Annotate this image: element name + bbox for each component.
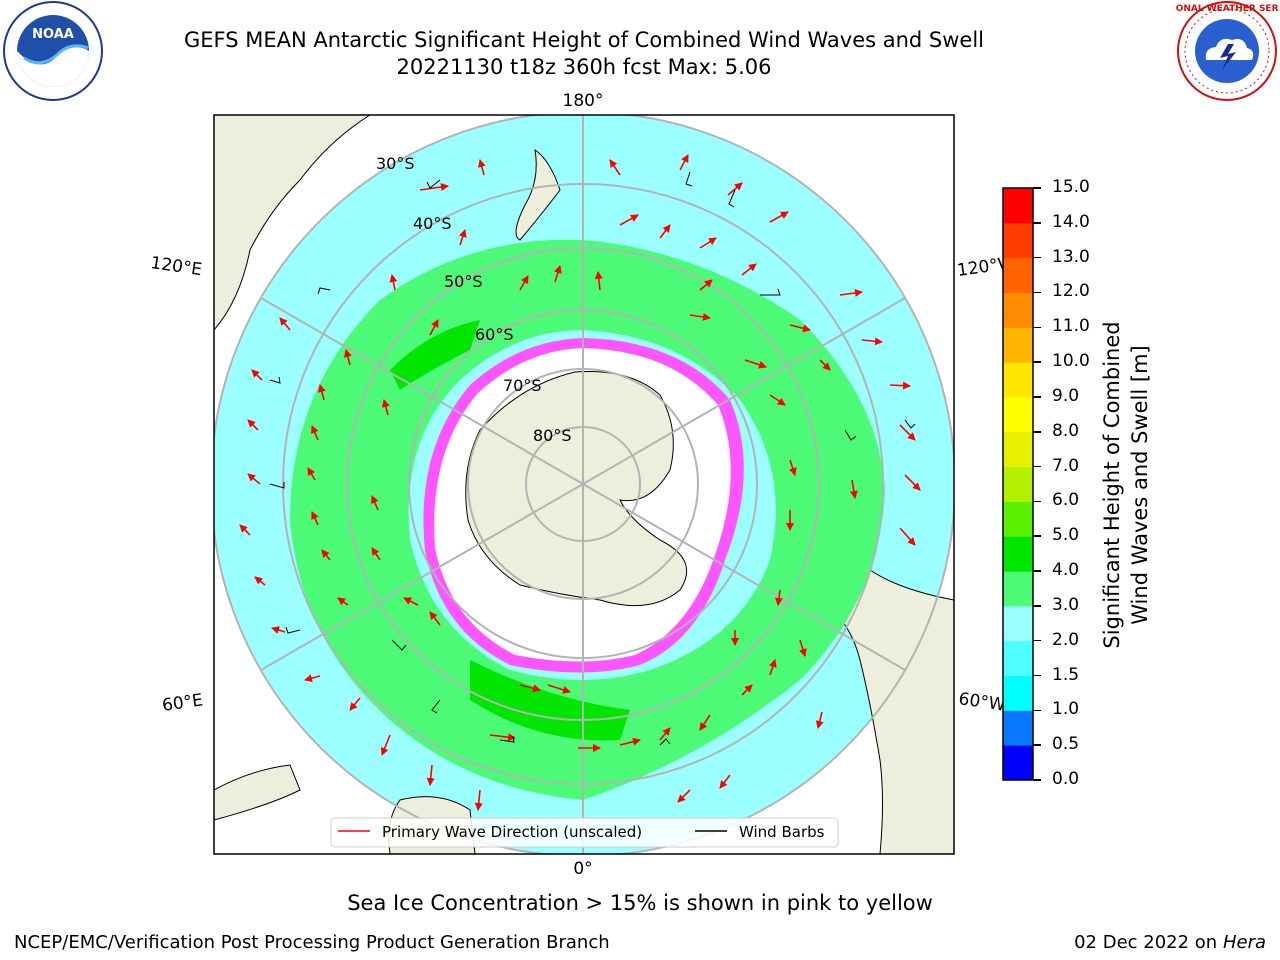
colorbar-tick-label: 2.0 xyxy=(1052,629,1080,650)
colorbar-tick-label: 6.0 xyxy=(1052,490,1080,511)
colorbar-segment xyxy=(1003,675,1033,711)
colorbar-tick-mark xyxy=(1033,326,1041,329)
colorbar-segment xyxy=(1003,222,1033,259)
colorbar-segment xyxy=(1003,640,1033,677)
colorbar-tick-label: 11.0 xyxy=(1052,316,1090,337)
lat-label-40s: 40°S xyxy=(413,214,452,233)
nws-logo: NATIONAL WEATHER SERVICE xyxy=(1152,0,1280,102)
colorbar-tick-mark xyxy=(1033,256,1041,259)
colorbar-segment xyxy=(1003,292,1033,328)
colorbar-tick-label: 5.0 xyxy=(1052,525,1080,546)
colorbar-tick-mark xyxy=(1033,396,1041,398)
colorbar-tick-mark xyxy=(1033,500,1041,503)
lat-label-30s: 30°S xyxy=(376,154,415,173)
footer-date: 02 Dec 2022 on Hera xyxy=(1074,932,1266,953)
lat-label-50s: 50°S xyxy=(444,272,483,291)
footer-branch: NCEP/EMC/Verification Post Processing Pr… xyxy=(14,932,610,953)
colorbar-tick-label: 7.0 xyxy=(1052,455,1080,476)
colorbar-tick-label: 13.0 xyxy=(1052,246,1090,267)
colorbar-tick-mark xyxy=(1033,709,1041,712)
wave-belt-4-5m-west xyxy=(390,320,480,390)
colorbar-segment xyxy=(1003,188,1033,224)
colorbar-tick-mark xyxy=(1033,779,1041,781)
map-legend: Primary Wave Direction (unscaled) Wind B… xyxy=(330,817,839,848)
colorbar-segment xyxy=(1003,257,1033,293)
colorbar-segment xyxy=(1003,710,1033,746)
legend-barb-label: Wind Barbs xyxy=(739,823,825,841)
colorbar-label-line1: Significant Height of Combined xyxy=(1100,321,1124,649)
graticule xyxy=(214,115,954,854)
chart-subtitle: 20221130 t18z 360h fcst Max: 5.06 xyxy=(396,55,772,79)
colorbar-tick-mark xyxy=(1033,605,1041,607)
colorbar-border xyxy=(1002,187,1034,781)
colorbar-segment xyxy=(1003,501,1033,537)
colorbar-tick-label: 10.0 xyxy=(1052,351,1090,372)
colorbar-tick-mark xyxy=(1033,674,1041,677)
colorbar-segment xyxy=(1003,431,1033,468)
colorbar xyxy=(1002,187,1034,781)
chart-title: GEFS MEAN Antarctic Significant Height o… xyxy=(183,28,985,52)
colorbar-segment xyxy=(1003,571,1033,607)
colorbar-tick-mark xyxy=(1033,361,1041,363)
colorbar-segment xyxy=(1003,362,1033,398)
legend-wave-label: Primary Wave Direction (unscaled) xyxy=(382,823,642,841)
wave-belt-3-4m xyxy=(290,239,885,801)
noaa-logo-text: NOAA xyxy=(32,27,74,42)
colorbar-tick-label: 15.0 xyxy=(1052,177,1090,197)
colorbar-tick-mark xyxy=(1033,639,1041,642)
colorbar-label-line2: Wind Waves and Swell [m] xyxy=(1128,345,1152,625)
sea-ice-caption: Sea Ice Concentration > 15% is shown in … xyxy=(347,891,933,915)
nws-logo-text: NATIONAL WEATHER SERVICE xyxy=(1176,4,1278,14)
colorbar-segment xyxy=(1003,605,1033,642)
colorbar-tick-mark xyxy=(1033,744,1041,746)
colorbar-tick-label: 9.0 xyxy=(1052,385,1080,406)
meridian-label-120e: 120°E xyxy=(149,253,203,280)
wind-barbs xyxy=(269,171,916,746)
lat-label-70s: 70°S xyxy=(503,376,542,395)
colorbar-tick-label: 3.0 xyxy=(1052,594,1080,615)
colorbar-tick-mark xyxy=(1033,431,1041,433)
australia-landmass xyxy=(214,115,371,331)
meridian-label-0: 0° xyxy=(573,859,592,879)
colorbar-tick-label: 1.0 xyxy=(1052,699,1080,720)
colorbar-tick-label: 1.5 xyxy=(1052,664,1080,685)
lat-label-80s: 80°S xyxy=(533,426,572,445)
colorbar-segment xyxy=(1003,466,1033,502)
colorbar-segment xyxy=(1003,536,1033,572)
colorbar-tick-mark xyxy=(1033,465,1041,468)
footer-host: Hera xyxy=(1222,932,1266,953)
meridian-label-180: 180° xyxy=(563,91,604,111)
colorbar-tick-mark xyxy=(1033,570,1041,572)
new-zealand-landmass xyxy=(515,148,561,241)
colorbar-tick-label: 12.0 xyxy=(1052,281,1090,302)
colorbar-segments xyxy=(1003,188,1033,781)
colorbar-tick-label: 8.0 xyxy=(1052,420,1080,441)
colorbar-tick-label: 14.0 xyxy=(1052,211,1090,232)
colorbar-segment xyxy=(1003,396,1033,433)
colorbar-tick-label: 0.5 xyxy=(1052,734,1080,755)
meridian-label-60e: 60°E xyxy=(161,690,204,715)
footer-date-text: 02 Dec 2022 on xyxy=(1074,932,1218,953)
colorbar-segment xyxy=(1003,327,1033,363)
colorbar-tick-mark xyxy=(1033,222,1041,224)
wave-direction-arrows xyxy=(239,154,921,811)
africa-landmass xyxy=(214,764,301,821)
colorbar-tick-label: 0.0 xyxy=(1052,769,1080,789)
noaa-logo: NOAA xyxy=(2,0,104,102)
colorbar-segment xyxy=(1003,745,1033,781)
lat-label-60s: 60°S xyxy=(475,325,514,344)
map-border xyxy=(213,114,955,855)
colorbar-tick-mark xyxy=(1033,535,1041,537)
colorbar-tick-label: 4.0 xyxy=(1052,560,1080,581)
colorbar-tick-mark xyxy=(1033,187,1041,189)
colorbar-tick-mark xyxy=(1033,291,1041,294)
